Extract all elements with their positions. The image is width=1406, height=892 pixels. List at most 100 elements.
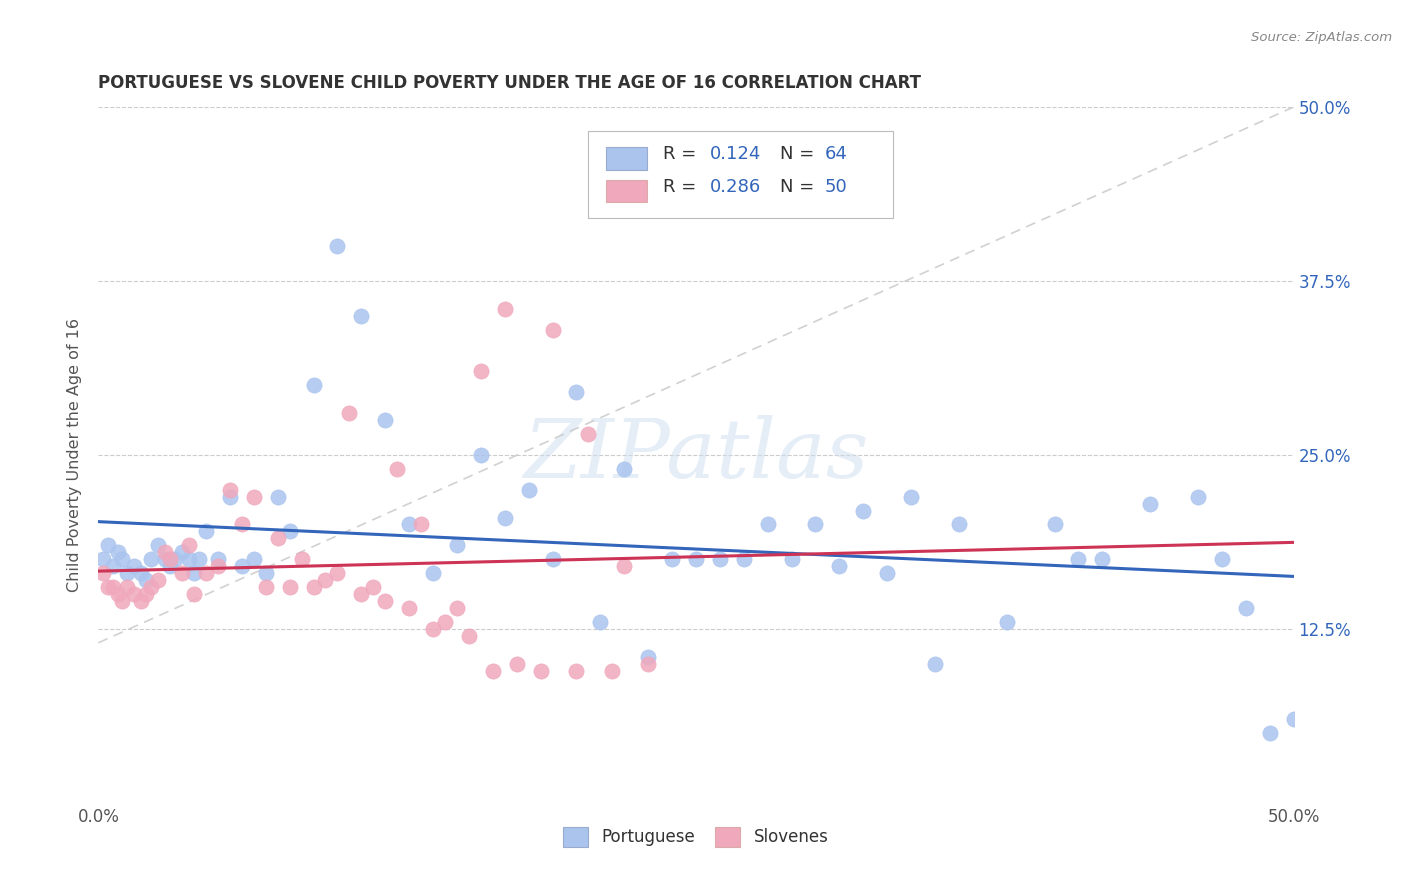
Point [578,427,600,442]
Point [804,517,827,532]
Point [131,566,153,581]
Point [446,538,468,552]
Point [278,524,301,539]
Point [637,649,659,664]
Point [374,594,396,608]
Text: 0.286: 0.286 [710,178,762,196]
Point [187,552,209,566]
Point [995,615,1018,629]
Point [470,448,492,462]
Point [243,490,266,504]
Point [637,657,659,671]
Point [756,517,779,532]
Point [207,552,229,566]
Text: R =: R = [662,145,702,163]
Point [243,552,266,566]
Point [148,573,170,587]
Point [207,559,229,574]
Point [1043,517,1066,532]
Point [183,566,205,581]
Point [111,594,134,608]
Point [254,580,277,594]
Point [733,552,755,566]
Point [1258,726,1281,740]
Point [111,552,134,566]
Point [900,490,922,504]
Point [398,601,420,615]
Point [350,309,373,323]
Point [302,580,325,594]
Y-axis label: Child Poverty Under the Age of 16: Child Poverty Under the Age of 16 [67,318,83,592]
Point [494,301,516,316]
Point [374,413,396,427]
Point [91,566,114,581]
Point [398,517,420,532]
Point [159,552,181,566]
Point [139,552,162,566]
Point [1282,712,1305,726]
Point [219,490,242,504]
FancyBboxPatch shape [606,147,647,169]
Point [1187,490,1209,504]
Point [541,552,564,566]
Point [254,566,277,581]
Point [302,378,325,392]
Point [565,664,588,678]
Point [195,566,218,581]
Point [1091,552,1114,566]
Point [291,552,314,566]
Point [172,545,194,559]
Point [924,657,946,671]
Point [155,552,177,566]
Point [565,385,588,400]
Point [124,559,146,574]
Point [91,552,114,566]
Point [101,559,124,574]
Point [131,594,153,608]
Point [517,483,540,497]
Text: Source: ZipAtlas.com: Source: ZipAtlas.com [1251,31,1392,45]
Point [422,622,444,636]
Text: ZIPatlas: ZIPatlas [523,415,869,495]
Text: PORTUGUESE VS SLOVENE CHILD POVERTY UNDER THE AGE OF 16 CORRELATION CHART: PORTUGUESE VS SLOVENE CHILD POVERTY UNDE… [98,74,921,92]
Point [446,601,468,615]
Point [1139,497,1161,511]
Point [852,503,875,517]
FancyBboxPatch shape [589,131,893,219]
Point [350,587,373,601]
Point [101,580,124,594]
Point [1067,552,1090,566]
Point [411,517,433,532]
Point [434,615,457,629]
Point [422,566,444,581]
Point [481,664,505,678]
Point [780,552,803,566]
Point [148,538,170,552]
Text: 0.124: 0.124 [710,145,762,163]
Point [613,559,636,574]
Point [135,573,157,587]
Point [494,510,516,524]
Point [107,545,129,559]
Point [530,664,553,678]
Point [231,517,253,532]
Point [506,657,529,671]
Point [613,462,636,476]
Point [155,545,177,559]
Point [326,239,349,253]
Point [135,587,157,601]
Point [159,559,181,574]
Point [139,580,162,594]
Point [1211,552,1233,566]
Point [602,664,624,678]
Point [97,580,120,594]
Point [876,566,898,581]
Point [1234,601,1257,615]
Point [231,559,253,574]
Point [541,323,564,337]
Point [267,490,290,504]
Legend: Portuguese, Slovenes: Portuguese, Slovenes [557,820,835,854]
Point [326,566,349,581]
Point [179,552,201,566]
FancyBboxPatch shape [606,180,647,202]
